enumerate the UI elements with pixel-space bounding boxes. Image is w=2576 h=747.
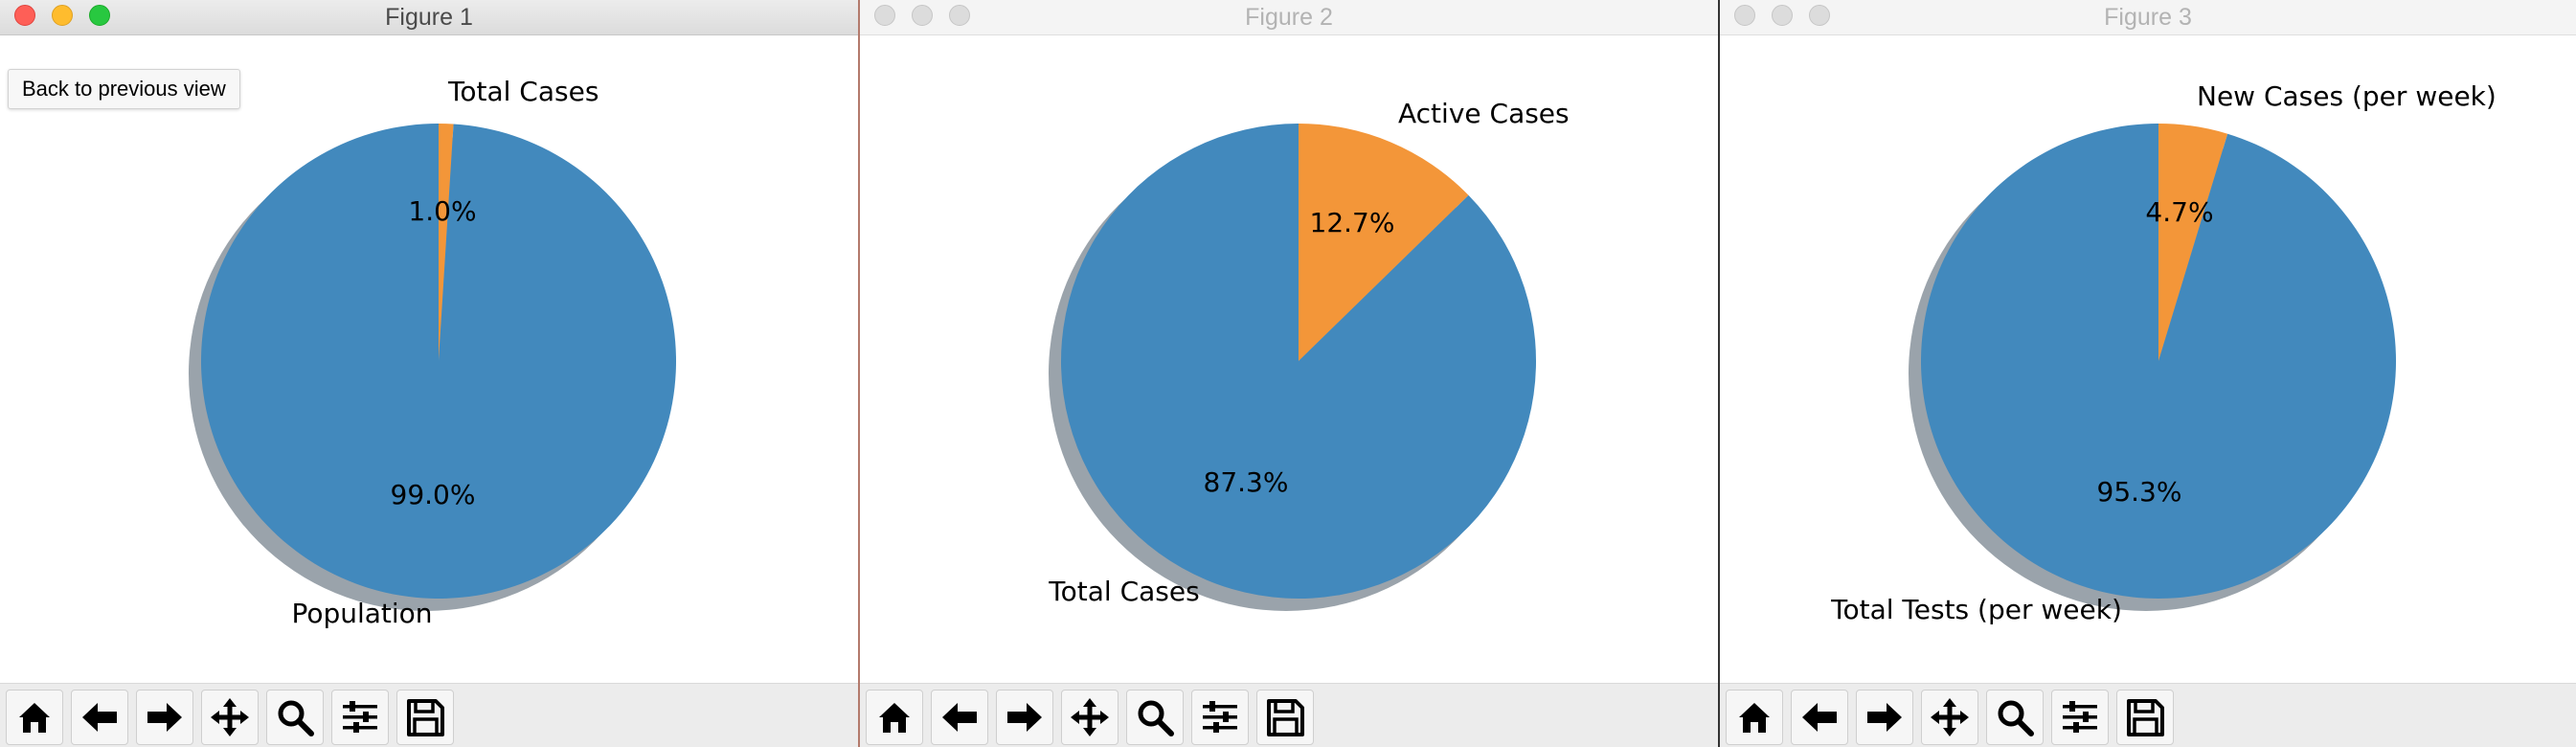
home-icon — [879, 703, 910, 733]
percent-label: 95.3% — [2097, 476, 2182, 508]
configure-subplots-button[interactable] — [331, 690, 389, 745]
percent-label: 12.7% — [1310, 207, 1395, 238]
zoom-magnifier-icon — [1138, 700, 1174, 736]
minimize-window-button[interactable] — [912, 5, 933, 26]
title-bar[interactable]: Figure 2 — [860, 0, 1718, 35]
forward-arrow-button[interactable] — [1856, 690, 1913, 745]
save-floppy-button[interactable] — [396, 690, 454, 745]
pie-chart: Active Cases Total Cases 12.7% 87.3% — [1048, 98, 1570, 611]
zoom-magnifier-button[interactable] — [1986, 690, 2044, 745]
navigation-toolbar — [1720, 683, 2576, 747]
back-arrow-icon — [942, 703, 977, 732]
minimize-window-button[interactable] — [52, 5, 73, 26]
home-icon — [19, 703, 50, 733]
percent-label: 87.3% — [1204, 466, 1289, 498]
minimize-window-button[interactable] — [1772, 5, 1793, 26]
slice-label: Total Tests (per week) — [1830, 594, 2122, 625]
home-icon — [1739, 703, 1770, 733]
maximize-window-button[interactable] — [949, 5, 970, 26]
pie-chart: Total Cases Population 1.0% 99.0% — [189, 76, 676, 629]
back-arrow-icon — [1802, 703, 1837, 732]
navigation-toolbar — [860, 683, 1718, 747]
zoom-magnifier-button[interactable] — [1126, 690, 1184, 745]
slice-label: Active Cases — [1398, 98, 1570, 129]
figure-window-3: Figure 3 New Cases (per week) Total Tests… — [1720, 0, 2576, 747]
window-title: Figure 2 — [1245, 4, 1333, 31]
zoom-magnifier-button[interactable] — [266, 690, 324, 745]
save-floppy-icon — [407, 699, 444, 736]
configure-subplots-icon — [343, 701, 377, 733]
configure-subplots-button[interactable] — [2051, 690, 2109, 745]
forward-arrow-button[interactable] — [996, 690, 1053, 745]
pan-move-icon — [211, 698, 249, 736]
title-bar[interactable]: Figure 1 — [0, 0, 858, 35]
back-arrow-button[interactable] — [931, 690, 988, 745]
home-button[interactable] — [866, 690, 923, 745]
save-floppy-button[interactable] — [1256, 690, 1314, 745]
back-arrow-button[interactable] — [1791, 690, 1848, 745]
pie-slice — [1921, 124, 2396, 599]
close-window-button[interactable] — [14, 5, 35, 26]
forward-arrow-icon — [1007, 703, 1042, 732]
maximize-window-button[interactable] — [1809, 5, 1830, 26]
window-divider — [1718, 0, 1720, 747]
slice-label: New Cases (per week) — [2197, 80, 2497, 112]
home-button[interactable] — [1726, 690, 1783, 745]
save-floppy-button[interactable] — [2116, 690, 2174, 745]
window-title: Figure 3 — [2104, 4, 2192, 31]
tooltip: Back to previous view — [8, 69, 240, 109]
configure-subplots-icon — [1203, 701, 1237, 733]
pan-move-button[interactable] — [1061, 690, 1119, 745]
pie-slice — [1299, 124, 1469, 361]
pan-move-icon — [1931, 698, 1969, 736]
pan-move-icon — [1071, 698, 1109, 736]
home-button[interactable] — [6, 690, 63, 745]
forward-arrow-icon — [1867, 703, 1902, 732]
slice-label: Population — [291, 598, 432, 629]
window-divider — [858, 0, 860, 747]
back-arrow-icon — [82, 703, 117, 732]
title-bar[interactable]: Figure 3 — [1720, 0, 2576, 35]
pie-chart: New Cases (per week) Total Tests (per wee… — [1830, 80, 2497, 625]
zoom-magnifier-icon — [1998, 700, 2034, 736]
figure-window-2: Figure 2 Active Cases Total Cases 12.7% 87.… — [860, 0, 1718, 747]
forward-arrow-icon — [147, 703, 182, 732]
back-arrow-button[interactable] — [71, 690, 128, 745]
forward-arrow-button[interactable] — [136, 690, 193, 745]
save-floppy-icon — [1267, 699, 1304, 736]
save-floppy-icon — [2127, 699, 2164, 736]
percent-label: 99.0% — [391, 479, 476, 510]
slice-label: Total Cases — [1048, 576, 1199, 607]
maximize-window-button[interactable] — [89, 5, 110, 26]
pie-slice — [1061, 124, 1536, 599]
slice-label: Total Cases — [447, 76, 599, 107]
pan-move-button[interactable] — [201, 690, 259, 745]
pan-move-button[interactable] — [1921, 690, 1978, 745]
pie-slice — [200, 124, 676, 600]
close-window-button[interactable] — [874, 5, 895, 26]
configure-subplots-icon — [2063, 701, 2097, 733]
zoom-magnifier-icon — [278, 700, 314, 736]
percent-label: 1.0% — [408, 195, 476, 227]
pie-slice — [2158, 124, 2228, 361]
pie-slice — [439, 124, 454, 361]
figure-window-1: Figure 1 Total Cases Population 1.0% 99.0% … — [0, 0, 858, 747]
percent-label: 4.7% — [2145, 196, 2213, 228]
close-window-button[interactable] — [1734, 5, 1755, 26]
navigation-toolbar — [0, 683, 858, 747]
window-title: Figure 1 — [385, 4, 473, 31]
configure-subplots-button[interactable] — [1191, 690, 1249, 745]
